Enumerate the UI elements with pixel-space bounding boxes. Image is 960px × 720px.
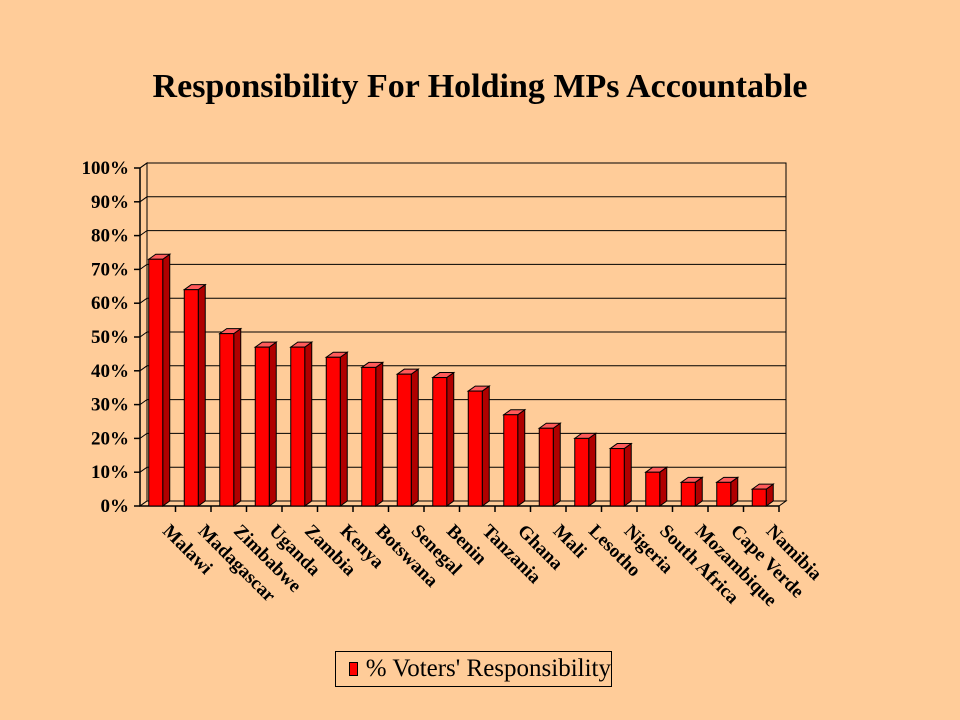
- bar-side: [517, 408, 526, 507]
- bar-side: [375, 361, 384, 507]
- axes: [134, 167, 780, 512]
- y-tick-label: 90%: [91, 192, 129, 213]
- bar: [680, 481, 696, 507]
- bar-side: [339, 351, 348, 507]
- bar: [538, 427, 554, 507]
- bar-side: [552, 422, 561, 507]
- bar-side: [588, 432, 597, 507]
- bar-side: [197, 283, 206, 507]
- gridline: [139, 162, 786, 169]
- bar-zambia: [289, 341, 314, 507]
- x-tick-labels: MalawiMadagascarZimbabweUgandaZambiaKeny…: [158, 521, 826, 611]
- bar-senegal: [395, 368, 420, 507]
- bar: [325, 356, 341, 507]
- y-tick-label: 100%: [82, 158, 130, 179]
- bar-side: [659, 466, 668, 507]
- bar-cape-verde: [715, 476, 740, 507]
- bar-kenya: [324, 351, 349, 507]
- legend-label: % Voters' Responsibility: [365, 655, 611, 682]
- bar-mali: [537, 422, 562, 507]
- bar-botswana: [360, 361, 385, 507]
- bar: [219, 333, 235, 507]
- y-tick-label: 10%: [91, 462, 129, 483]
- bar-benin: [431, 371, 456, 507]
- y-tick-label: 0%: [101, 496, 130, 517]
- bar: [290, 346, 306, 507]
- gridline: [139, 297, 786, 304]
- gridline: [139, 399, 786, 406]
- gridline: [139, 331, 786, 338]
- bar-side: [481, 385, 490, 507]
- y-tick-labels: 0% 10% 20% 30% 40% 50% 60% 70% 80% 90% 100%: [82, 158, 130, 517]
- bar: [503, 414, 519, 507]
- bar: [254, 346, 270, 507]
- bar-zimbabwe: [218, 327, 243, 507]
- bar-side: [623, 442, 632, 507]
- bar: [148, 258, 164, 507]
- bar: [716, 481, 732, 507]
- legend: % Voters' Responsibility: [335, 651, 612, 687]
- gridlines: [139, 162, 786, 473]
- gridline: [139, 196, 786, 203]
- gridline: [139, 230, 786, 237]
- bar-madagascar: [182, 283, 207, 507]
- bar-namibia: [750, 483, 775, 507]
- bar-side: [410, 368, 419, 507]
- bar: [361, 366, 377, 507]
- gridline: [139, 263, 786, 270]
- bar: [574, 437, 590, 507]
- y-tick-label: 30%: [91, 395, 129, 416]
- bar-side: [268, 341, 277, 507]
- bar-tanzania: [466, 385, 491, 507]
- bar: [396, 373, 412, 507]
- bar-south-africa: [644, 466, 669, 507]
- bar-side: [304, 341, 313, 507]
- bar: [645, 471, 661, 507]
- bar: [183, 289, 199, 507]
- bar-nigeria: [608, 442, 633, 507]
- gridline: [139, 432, 786, 439]
- bar: [467, 390, 483, 507]
- y-tick-label: 70%: [91, 259, 129, 280]
- legend-swatch: [349, 662, 358, 676]
- gridline: [139, 365, 786, 372]
- y-tick-label: 40%: [91, 361, 129, 382]
- bar: [609, 448, 625, 507]
- chart-title: Responsibility For Holding MPs Accountab…: [152, 68, 808, 105]
- bar-side: [162, 253, 171, 507]
- bar-ghana: [502, 408, 527, 507]
- y-tick-label: 60%: [91, 293, 129, 314]
- gridline: [139, 466, 786, 473]
- bar-lesotho: [573, 432, 598, 507]
- bar-side: [446, 371, 455, 507]
- bars: [147, 253, 775, 507]
- bar-mozambique: [679, 476, 704, 507]
- bar: [432, 377, 448, 507]
- y-tick-label: 50%: [91, 327, 129, 348]
- bar: [751, 488, 767, 507]
- y-tick-label: 80%: [91, 226, 129, 247]
- bar-side: [233, 327, 242, 507]
- bar-malawi: [147, 253, 172, 507]
- y-tick-label: 20%: [91, 428, 129, 449]
- bar-uganda: [253, 341, 278, 507]
